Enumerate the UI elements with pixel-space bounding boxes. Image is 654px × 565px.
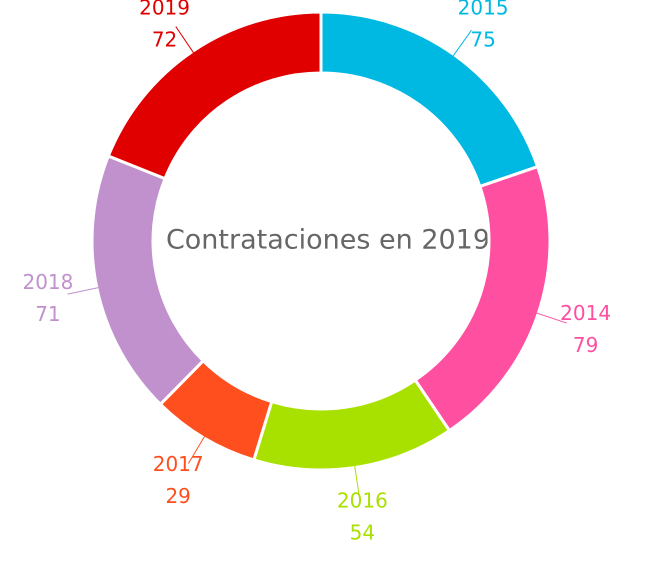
- segment-value: 71: [35, 302, 60, 326]
- segment-label: 2014: [560, 301, 611, 325]
- segment-value: 54: [350, 520, 375, 544]
- segment-value: 79: [573, 333, 598, 357]
- segment-value: 75: [470, 28, 495, 52]
- leader-line: [353, 463, 360, 498]
- donut-segment: [90, 154, 206, 407]
- segment-label: 2016: [337, 488, 388, 512]
- donut-segment: [106, 10, 323, 181]
- chart-title: Contrataciones en 2019: [166, 225, 490, 256]
- segment-value: 72: [152, 28, 177, 52]
- leader-line: [175, 26, 196, 55]
- leader-line: [67, 286, 101, 295]
- segment-value: 29: [165, 484, 190, 508]
- segment-label: 2015: [458, 0, 509, 20]
- leader-line: [534, 311, 567, 324]
- segment-label: 2018: [22, 270, 73, 294]
- segment-label: 2017: [153, 452, 204, 476]
- segment-label: 2019: [139, 0, 190, 20]
- donut-segment: [319, 10, 540, 189]
- leader-line: [451, 29, 472, 59]
- donut-segment: [413, 164, 552, 433]
- donut-segment: [251, 378, 452, 472]
- leader-line: [187, 434, 207, 464]
